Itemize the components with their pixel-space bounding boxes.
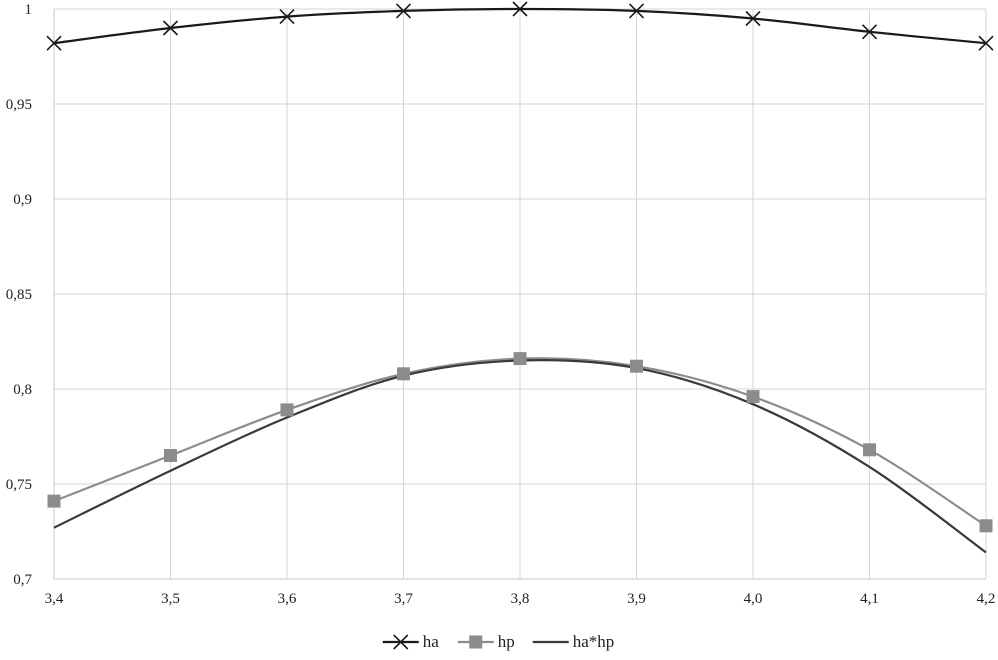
x-tick-label: 4,0 bbox=[744, 591, 763, 607]
data-point-ha bbox=[978, 35, 994, 51]
legend-label: ha*hp bbox=[573, 632, 615, 651]
x-axis-tick-labels: 3,4 3,5 3,6 3,7 3,8 3,9 4,0 4,1 4,2 bbox=[45, 591, 996, 607]
y-tick-label: 0,8 bbox=[13, 382, 32, 398]
legend-item-ha-hp: ha*hp bbox=[532, 632, 615, 651]
gridlines bbox=[53, 8, 987, 580]
data-point-ha bbox=[279, 9, 295, 25]
x-tick-label: 3,8 bbox=[511, 591, 530, 607]
x-tick-label: 3,6 bbox=[278, 591, 297, 607]
legend-marker bbox=[469, 635, 483, 649]
data-point-hp bbox=[630, 359, 643, 373]
data-point-ha bbox=[745, 10, 761, 27]
data-point-hp bbox=[746, 390, 760, 404]
data-point-ha bbox=[395, 3, 412, 19]
x-tick-label: 3,4 bbox=[45, 591, 64, 607]
data-point-ha bbox=[46, 35, 62, 51]
x-tick-label: 4,2 bbox=[977, 591, 996, 607]
data-point-ha bbox=[162, 20, 179, 36]
data-point-hp bbox=[863, 443, 876, 457]
y-axis-tick-labels: 0,7 0,75 0,8 0,85 0,9 0,95 1 bbox=[6, 2, 33, 588]
y-tick-label: 0,9 bbox=[13, 192, 32, 208]
data-point-ha bbox=[512, 1, 528, 17]
x-tick-label: 3,9 bbox=[627, 591, 646, 607]
x-tick-label: 4,1 bbox=[860, 591, 879, 607]
y-tick-label: 1 bbox=[25, 2, 33, 18]
y-tick-label: 0,7 bbox=[13, 572, 32, 588]
axes bbox=[53, 9, 986, 580]
legend: ha hp ha*hp bbox=[382, 632, 615, 651]
legend-item-ha: ha bbox=[382, 632, 440, 651]
x-tick-label: 3,5 bbox=[161, 591, 180, 607]
data-point-hp bbox=[47, 494, 61, 508]
legend-label: ha bbox=[423, 632, 440, 651]
data-point-ha bbox=[861, 24, 878, 40]
data-point-hp bbox=[164, 449, 177, 462]
y-tick-label: 0,85 bbox=[6, 287, 32, 303]
data-point-hp bbox=[280, 403, 294, 417]
legend-label: hp bbox=[498, 632, 515, 651]
y-tick-label: 0,75 bbox=[6, 477, 32, 493]
data-point-ha bbox=[628, 3, 645, 19]
y-tick-label: 0,95 bbox=[6, 97, 32, 113]
legend-marker bbox=[393, 634, 409, 650]
legend-item-hp: hp bbox=[457, 632, 515, 651]
data-point-hp bbox=[397, 367, 410, 381]
x-tick-label: 3,7 bbox=[394, 591, 413, 607]
series-markers bbox=[46, 1, 994, 533]
data-point-hp bbox=[979, 519, 993, 533]
data-point-hp bbox=[513, 352, 527, 366]
